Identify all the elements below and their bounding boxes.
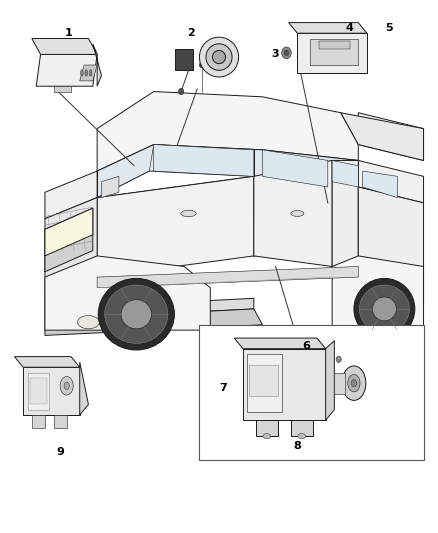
Polygon shape (45, 171, 97, 219)
Polygon shape (97, 144, 358, 198)
Polygon shape (32, 415, 45, 428)
Ellipse shape (179, 88, 184, 95)
Polygon shape (234, 338, 325, 349)
Polygon shape (256, 420, 278, 436)
Ellipse shape (105, 285, 168, 343)
Polygon shape (45, 256, 210, 330)
Ellipse shape (372, 297, 396, 321)
Polygon shape (45, 208, 93, 256)
Ellipse shape (354, 278, 415, 340)
Text: 4: 4 (346, 22, 353, 33)
Polygon shape (93, 44, 102, 86)
Text: 8: 8 (293, 441, 301, 451)
Polygon shape (363, 171, 397, 198)
Text: 7: 7 (219, 383, 227, 393)
Polygon shape (243, 349, 325, 420)
Ellipse shape (199, 62, 204, 68)
Ellipse shape (60, 376, 73, 395)
Ellipse shape (206, 44, 232, 70)
Ellipse shape (282, 47, 291, 59)
Polygon shape (341, 113, 424, 160)
Polygon shape (45, 198, 97, 298)
Ellipse shape (199, 37, 239, 77)
Polygon shape (80, 65, 97, 81)
Polygon shape (32, 38, 97, 54)
Text: 1: 1 (65, 28, 73, 38)
Polygon shape (334, 373, 345, 394)
Text: 3: 3 (272, 49, 279, 59)
Text: 5: 5 (385, 22, 392, 33)
Ellipse shape (81, 70, 83, 76)
Polygon shape (289, 22, 367, 33)
Ellipse shape (348, 374, 360, 392)
Polygon shape (254, 160, 332, 266)
Polygon shape (297, 33, 367, 73)
Polygon shape (97, 92, 358, 171)
Ellipse shape (351, 379, 357, 387)
Polygon shape (80, 362, 88, 415)
Polygon shape (262, 150, 328, 187)
Ellipse shape (121, 300, 152, 329)
Ellipse shape (359, 285, 410, 333)
Polygon shape (45, 298, 254, 319)
Polygon shape (247, 354, 282, 413)
Polygon shape (358, 113, 424, 160)
Ellipse shape (85, 70, 88, 76)
Polygon shape (28, 373, 49, 410)
Polygon shape (291, 420, 313, 436)
Ellipse shape (284, 50, 289, 55)
Polygon shape (154, 144, 254, 176)
Text: 2: 2 (187, 28, 194, 38)
Ellipse shape (64, 382, 69, 390)
Polygon shape (14, 357, 80, 367)
Ellipse shape (89, 70, 92, 76)
Polygon shape (250, 365, 278, 397)
Polygon shape (97, 266, 358, 288)
Polygon shape (45, 208, 93, 272)
Ellipse shape (336, 356, 341, 362)
Polygon shape (319, 41, 350, 49)
Text: 6: 6 (302, 341, 310, 351)
Polygon shape (358, 160, 424, 203)
Ellipse shape (181, 211, 196, 216)
Polygon shape (97, 176, 254, 240)
Polygon shape (45, 309, 262, 335)
Polygon shape (36, 54, 97, 86)
Polygon shape (325, 341, 334, 420)
Polygon shape (176, 49, 193, 70)
Ellipse shape (212, 51, 226, 63)
Ellipse shape (98, 278, 174, 350)
Text: 9: 9 (56, 447, 64, 457)
Polygon shape (358, 187, 424, 304)
Polygon shape (45, 277, 97, 309)
Polygon shape (332, 160, 358, 277)
Ellipse shape (78, 316, 99, 329)
Bar (199, 325, 424, 460)
Polygon shape (23, 367, 80, 415)
Polygon shape (53, 86, 71, 92)
Polygon shape (102, 176, 119, 198)
Polygon shape (332, 256, 424, 330)
Ellipse shape (342, 366, 366, 400)
Polygon shape (97, 176, 254, 277)
Ellipse shape (291, 211, 304, 216)
Polygon shape (311, 38, 358, 65)
Ellipse shape (263, 433, 271, 439)
Polygon shape (30, 378, 47, 405)
Polygon shape (53, 415, 67, 428)
Polygon shape (332, 160, 358, 187)
Ellipse shape (298, 433, 306, 439)
